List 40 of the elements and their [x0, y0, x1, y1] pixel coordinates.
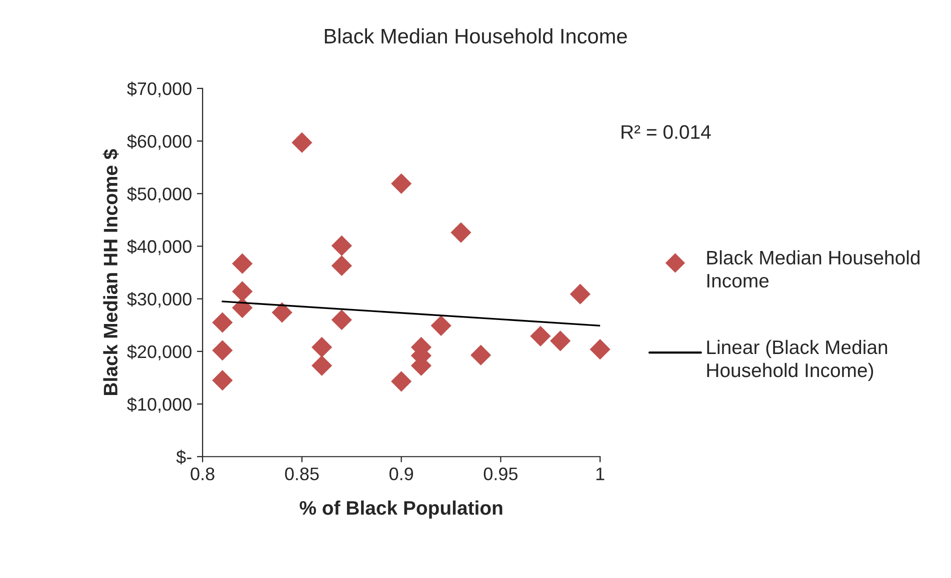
x-tick-label: 0.85 [285, 468, 319, 480]
point [430, 315, 452, 336]
point [292, 132, 312, 153]
point [232, 281, 253, 302]
point [530, 326, 551, 346]
point [391, 173, 412, 194]
x-tick-label: 0.95 [484, 468, 518, 480]
point [550, 330, 571, 352]
point [212, 340, 233, 361]
point [232, 253, 253, 274]
x-tick-label: 0.9 [389, 468, 414, 480]
y-tick-label: $10,000 [127, 397, 192, 413]
x-tick-label: 1 [596, 468, 604, 480]
y-tick-label: $20,000 [127, 344, 192, 360]
point [331, 310, 352, 330]
y-axis-title: Black Median HH Income $ [102, 149, 119, 395]
point [450, 222, 472, 243]
legend-label: Linear (Black Median Household Income) [707, 340, 888, 382]
point [391, 371, 412, 392]
legend-label: Black Median Household Income [707, 250, 920, 288]
point [470, 344, 492, 366]
point [272, 302, 292, 323]
point [331, 235, 352, 256]
y-tick-label: $50,000 [127, 186, 192, 202]
text: R² = 0.014 [622, 125, 711, 139]
point [312, 336, 332, 358]
x-tick-label: 0.8 [190, 468, 214, 480]
point [331, 255, 352, 276]
x-axis-title: % of Black Population [300, 500, 502, 519]
point [212, 312, 233, 333]
y-tick-label: $70,000 [127, 82, 192, 98]
y-tick-label: $60,000 [127, 134, 192, 150]
point [212, 370, 233, 391]
y-tick-label: $40,000 [127, 239, 192, 256]
point [570, 284, 591, 304]
chart-title: Black Median Household Income [324, 28, 627, 44]
y-tick-label: $- [176, 450, 192, 464]
point [312, 355, 332, 376]
point [590, 339, 610, 360]
y-tick-label: $30,000 [127, 292, 192, 308]
